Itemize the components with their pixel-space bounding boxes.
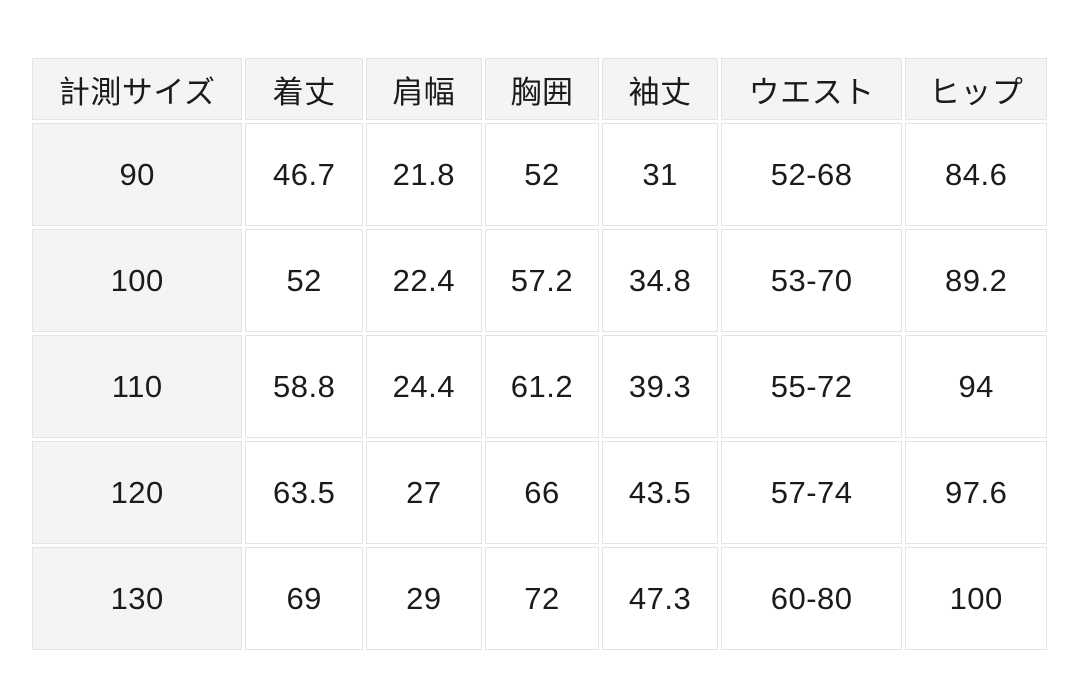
cell-waist: 60-80 [720,547,903,650]
cell-body-length: 46.7 [245,123,363,226]
row-header-size: 100 [32,229,243,332]
cell-sleeve-length: 39.3 [602,335,718,438]
cell-sleeve-length: 43.5 [602,441,718,544]
cell-waist: 57-74 [720,441,903,544]
col-header-hip: ヒップ [905,58,1047,120]
table-row-size-90: 90 46.7 21.8 52 31 52-68 84.6 [32,123,1047,226]
cell-body-length: 63.5 [245,441,363,544]
cell-body-length: 58.8 [245,335,363,438]
cell-waist: 55-72 [720,335,903,438]
cell-chest: 61.2 [484,335,600,438]
table-row-size-100: 100 52 22.4 57.2 34.8 53-70 89.2 [32,229,1047,332]
cell-chest: 66 [484,441,600,544]
col-header-measured-size: 計測サイズ [32,58,243,120]
table-row-size-110: 110 58.8 24.4 61.2 39.3 55-72 94 [32,335,1047,438]
table-row-size-120: 120 63.5 27 66 43.5 57-74 97.6 [32,441,1047,544]
cell-sleeve-length: 34.8 [602,229,718,332]
col-header-chest: 胸囲 [484,58,600,120]
row-header-size: 90 [32,123,243,226]
cell-sleeve-length: 47.3 [602,547,718,650]
cell-chest: 57.2 [484,229,600,332]
cell-shoulder-width: 24.4 [366,335,482,438]
cell-shoulder-width: 27 [366,441,482,544]
cell-shoulder-width: 29 [366,547,482,650]
cell-hip: 97.6 [905,441,1047,544]
col-header-body-length: 着丈 [245,58,363,120]
cell-waist: 52-68 [720,123,903,226]
cell-body-length: 52 [245,229,363,332]
cell-hip: 100 [905,547,1047,650]
cell-waist: 53-70 [720,229,903,332]
cell-hip: 84.6 [905,123,1047,226]
row-header-size: 110 [32,335,243,438]
cell-shoulder-width: 22.4 [366,229,482,332]
cell-hip: 94 [905,335,1047,438]
col-header-shoulder-width: 肩幅 [366,58,482,120]
col-header-waist: ウエスト [720,58,903,120]
header-row: 計測サイズ 着丈 肩幅 胸囲 袖丈 ウエスト ヒップ [32,58,1047,120]
cell-chest: 52 [484,123,600,226]
table-row-size-130: 130 69 29 72 47.3 60-80 100 [32,547,1047,650]
col-header-sleeve-length: 袖丈 [602,58,718,120]
cell-hip: 89.2 [905,229,1047,332]
size-measurement-table: 計測サイズ 着丈 肩幅 胸囲 袖丈 ウエスト ヒップ 90 46.7 21.8 … [29,55,1050,653]
cell-chest: 72 [484,547,600,650]
size-chart: 計測サイズ 着丈 肩幅 胸囲 袖丈 ウエスト ヒップ 90 46.7 21.8 … [29,55,1050,653]
row-header-size: 130 [32,547,243,650]
cell-body-length: 69 [245,547,363,650]
row-header-size: 120 [32,441,243,544]
cell-sleeve-length: 31 [602,123,718,226]
cell-shoulder-width: 21.8 [366,123,482,226]
